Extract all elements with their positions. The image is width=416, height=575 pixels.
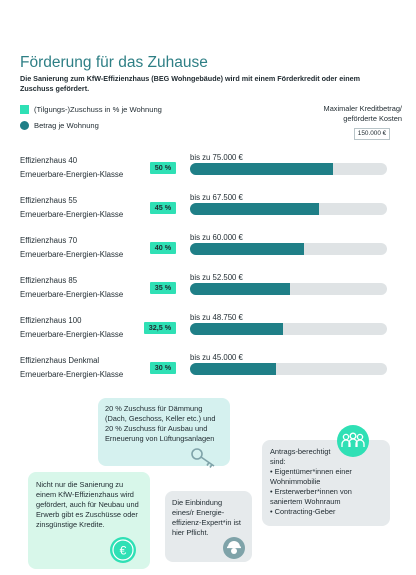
svg-text:€: € <box>120 544 127 558</box>
betrag-bar <box>190 203 319 215</box>
category-name: Effizienzhaus 40 <box>20 156 78 165</box>
legend-betrag-swatch <box>20 121 29 130</box>
zuschuss-percent-label: 32,5 % <box>144 322 176 334</box>
betrag-bar <box>190 363 276 375</box>
card-antrag-item-0: • Eigentümer*innen einer Wohnimmobilie <box>270 467 352 486</box>
category-subtitle: Erneuerbare-Energien-Klasse <box>20 330 124 339</box>
zuschuss-percent-label: 50 % <box>150 162 176 174</box>
max-credit-label-line2: geförderte Kosten <box>343 114 402 123</box>
zuschuss-percent-label: 45 % <box>150 202 176 214</box>
category-name: Effizienzhaus 100 <box>20 316 82 325</box>
category-name: Effizienzhaus Denkmal <box>20 356 100 365</box>
category-name: Effizienzhaus 70 <box>20 236 78 245</box>
betrag-bar <box>190 243 305 255</box>
legend-zuschuss-swatch <box>20 105 29 114</box>
max-credit-label-line1: Maximaler Kreditbetrag/ <box>323 104 402 113</box>
betrag-label: bis zu 45.000 € <box>190 353 243 362</box>
card-neubau-text: Nicht nur die Sanierung zu einem KfW-Eff… <box>36 480 139 529</box>
euro-coin-icon: € <box>110 537 136 563</box>
category-subtitle: Erneuerbare-Energien-Klasse <box>20 250 124 259</box>
page-subtitle: Die Sanierung zum KfW-Effizienzhaus (BEG… <box>20 74 360 93</box>
category-name: Effizienzhaus 85 <box>20 276 78 285</box>
category-subtitle: Erneuerbare-Energien-Klasse <box>20 290 124 299</box>
category-subtitle: Erneuerbare-Energien-Klasse <box>20 370 124 379</box>
betrag-bar-track <box>190 323 387 335</box>
legend-zuschuss-label: (Tilgungs-)Zuschuss in % je Wohnung <box>34 105 162 114</box>
betrag-bar-track <box>190 203 387 215</box>
betrag-label: bis zu 52.500 € <box>190 273 243 282</box>
people-group-icon <box>337 425 369 457</box>
betrag-label: bis zu 75.000 € <box>190 153 243 162</box>
card-antrag-title: Antrags-berechtigt sind: <box>270 447 331 466</box>
key-icon <box>191 448 215 468</box>
card-daemmung: 20 % Zuschuss für Dämmung (Dach, Geschos… <box>98 398 230 466</box>
max-credit-value: 150.000 € <box>354 128 390 140</box>
betrag-bar <box>190 283 290 295</box>
betrag-bar-track <box>190 163 387 175</box>
card-neubau: Nicht nur die Sanierung zu einem KfW-Eff… <box>28 472 150 569</box>
category-subtitle: Erneuerbare-Energien-Klasse <box>20 170 124 179</box>
betrag-bar <box>190 163 333 175</box>
card-antrag-item-2: • Contracting-Geber <box>270 507 336 516</box>
category-subtitle: Erneuerbare-Energien-Klasse <box>20 210 124 219</box>
betrag-bar-track <box>190 243 387 255</box>
page-title: Förderung für das Zuhause <box>20 54 208 71</box>
zuschuss-percent-label: 30 % <box>150 362 176 374</box>
betrag-label: bis zu 48.750 € <box>190 313 243 322</box>
card-antragsberechtigt: Antrags-berechtigt sind: • Eigentümer*in… <box>262 440 390 526</box>
betrag-bar-track <box>190 363 387 375</box>
zuschuss-percent-label: 40 % <box>150 242 176 254</box>
card-daemmung-text: 20 % Zuschuss für Dämmung (Dach, Geschos… <box>105 404 216 443</box>
worker-icon <box>223 537 245 559</box>
betrag-bar <box>190 323 283 335</box>
legend-betrag: Betrag je Wohnung <box>20 121 99 130</box>
card-antrag-item-1: • Ersterwerber*innen von saniertem Wohnr… <box>270 487 352 506</box>
betrag-bar-track <box>190 283 387 295</box>
max-credit-label: Maximaler Kreditbetrag/ geförderte Koste… <box>324 104 402 124</box>
betrag-label: bis zu 67.500 € <box>190 193 243 202</box>
zuschuss-percent-label: 35 % <box>150 282 176 294</box>
card-experte-text: Die Einbindung eines/r Energie-effizienz… <box>172 498 241 537</box>
category-name: Effizienzhaus 55 <box>20 196 78 205</box>
betrag-label: bis zu 60.000 € <box>190 233 243 242</box>
legend-betrag-label: Betrag je Wohnung <box>34 121 99 130</box>
legend-zuschuss: (Tilgungs-)Zuschuss in % je Wohnung <box>20 105 162 114</box>
